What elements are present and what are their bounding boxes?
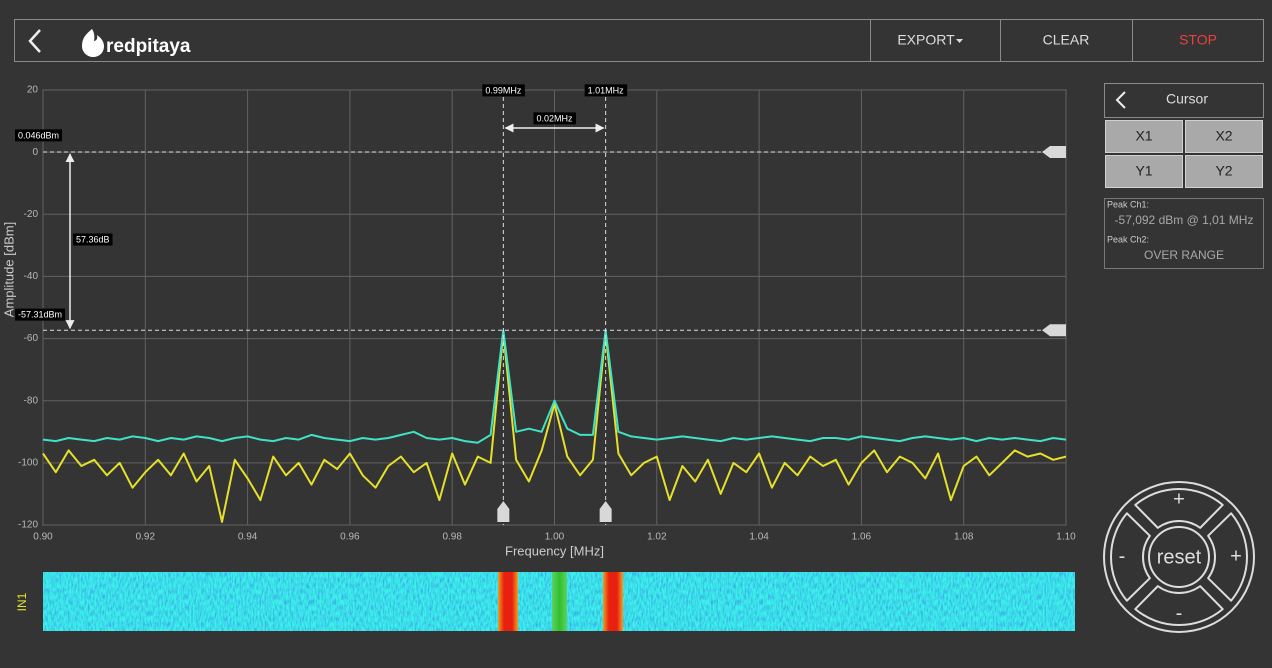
x-axis-label: Frequency [MHz] xyxy=(505,543,604,558)
control-button-shape[interactable] xyxy=(1134,585,1224,626)
clear-label: CLEAR xyxy=(1043,32,1090,48)
zoom-control: + + - - reset xyxy=(1103,481,1255,633)
cursor-button-bg[interactable] xyxy=(1185,120,1263,153)
cursor-label-bg xyxy=(584,84,628,97)
peak-box xyxy=(1104,198,1264,269)
peak-label: Peak Ch1: xyxy=(1107,199,1149,209)
waterfall-peak xyxy=(552,572,567,631)
control-label: - xyxy=(1176,602,1183,624)
reset-shape[interactable] xyxy=(1148,526,1210,588)
cursor-button[interactable]: X1 xyxy=(1105,120,1183,153)
cursor-back[interactable] xyxy=(1115,91,1126,109)
cursor-button-label: X2 xyxy=(1215,128,1232,144)
header: redpitaya EXPORT CLEAR STOP xyxy=(14,19,1264,62)
x-tick-label: 1.00 xyxy=(545,532,565,543)
export-label: EXPORT xyxy=(897,32,955,48)
cursor-button-label: Y2 xyxy=(1215,163,1232,179)
waterfall-peak xyxy=(603,572,623,631)
back-button[interactable] xyxy=(28,29,41,53)
peak-value: OVER RANGE xyxy=(1144,248,1224,262)
channel-label: IN1 xyxy=(15,592,29,611)
logo: redpitaya xyxy=(82,29,191,57)
x-tick-label: 1.10 xyxy=(1056,532,1076,543)
cursor-button[interactable]: X2 xyxy=(1185,120,1263,153)
control-button-shape[interactable] xyxy=(1134,488,1224,529)
cursor-button-label: Y1 xyxy=(1135,163,1152,179)
y-tick-label: -60 xyxy=(24,333,39,344)
y-cursor-handle[interactable] xyxy=(1042,324,1066,337)
header-frame xyxy=(14,19,1264,62)
control-button-shape[interactable] xyxy=(1207,512,1248,602)
y-tick-label: -40 xyxy=(24,271,39,282)
control-ring xyxy=(1103,481,1255,633)
x-tick-label: 1.04 xyxy=(749,532,769,543)
control-label: + xyxy=(1173,488,1185,510)
clear-button[interactable]: CLEAR xyxy=(1001,20,1132,61)
control-button[interactable]: - xyxy=(1134,585,1224,626)
spectrum-plot: -120 -100 -80 -60 -40 -20 0 20 0.90 0.92 0.94 0.96 0… xyxy=(1,84,1076,558)
y-axis-label: Amplitude [dBm] xyxy=(1,222,16,317)
y-tick-label: -100 xyxy=(18,457,38,468)
y-tick-label: -80 xyxy=(24,395,39,406)
logo-icon xyxy=(82,29,104,57)
x-tick-label: 0.90 xyxy=(33,532,53,543)
x-tick-label: 0.94 xyxy=(238,532,258,543)
logo-text: redpitaya xyxy=(106,36,191,57)
reset-button[interactable]: reset xyxy=(1148,526,1210,588)
cursor-panel: Cursor X1 X2 Y1 Y2 Peak Ch1: -57,092 dBm… xyxy=(1104,83,1264,269)
y-cursor-handle[interactable] xyxy=(1042,145,1066,158)
x-tick-label: 0.98 xyxy=(442,532,462,543)
cursor-label: 1.01MHz xyxy=(588,85,625,95)
waterfall-peak xyxy=(498,572,518,631)
y-tick-label: -120 xyxy=(18,520,38,531)
cursor-label: 0.99MHz xyxy=(485,85,522,95)
cursor-label-bg xyxy=(533,112,577,125)
cursor-label-bg xyxy=(73,233,113,246)
x-cursor-handle[interactable] xyxy=(497,501,510,522)
cursor-label: 0.046dBm xyxy=(18,130,59,140)
cursor-button-bg[interactable] xyxy=(1185,155,1263,188)
cursor-label-bg xyxy=(15,129,63,142)
spectrum-line xyxy=(42,329,1067,444)
cursor-button-bg[interactable] xyxy=(1105,120,1183,153)
spectrum-line xyxy=(42,331,1067,523)
cursor-button-bg[interactable] xyxy=(1105,155,1183,188)
x-cursor-handle[interactable] xyxy=(599,501,612,522)
peak-label: Peak Ch2: xyxy=(1107,234,1149,244)
cursor-title: Cursor xyxy=(1166,91,1208,107)
control-button[interactable]: + xyxy=(1134,488,1224,529)
caret xyxy=(956,39,963,43)
reset-label: reset xyxy=(1157,546,1202,568)
x-tick-label: 1.06 xyxy=(852,532,872,543)
stop-label: STOP xyxy=(1179,32,1217,48)
cursor-label: 0.02MHz xyxy=(536,113,573,123)
cursor-label-bg xyxy=(15,308,66,321)
y-tick-label: -20 xyxy=(24,209,39,220)
control-label: + xyxy=(1230,545,1242,567)
x-tick-label: 0.96 xyxy=(340,532,360,543)
x-tick-label: 1.08 xyxy=(954,532,974,543)
export-button[interactable]: EXPORT xyxy=(871,20,1000,61)
control-button[interactable]: - xyxy=(1110,512,1151,602)
y-tick-label: 20 xyxy=(27,85,39,96)
cursor-label: -57.31dBm xyxy=(18,310,62,320)
cursor-label: 57.36dB xyxy=(76,234,110,244)
cursor-label-bg xyxy=(482,84,525,97)
control-label: - xyxy=(1119,545,1126,567)
cursor-button[interactable]: Y2 xyxy=(1185,155,1263,188)
stop-button[interactable]: STOP xyxy=(1133,20,1263,61)
control-button[interactable]: + xyxy=(1207,512,1248,602)
x-tick-label: 0.92 xyxy=(136,532,156,543)
control-button-shape[interactable] xyxy=(1110,512,1151,602)
cursor-button-label: X1 xyxy=(1135,128,1152,144)
waterfall: IN1 xyxy=(15,572,1075,631)
cursor-button[interactable]: Y1 xyxy=(1105,155,1183,188)
y-tick-label: 0 xyxy=(32,147,38,158)
peak-value: -57,092 dBm @ 1,01 MHz xyxy=(1115,213,1254,227)
x-tick-label: 1.02 xyxy=(647,532,667,543)
cursor-header xyxy=(1104,83,1264,118)
